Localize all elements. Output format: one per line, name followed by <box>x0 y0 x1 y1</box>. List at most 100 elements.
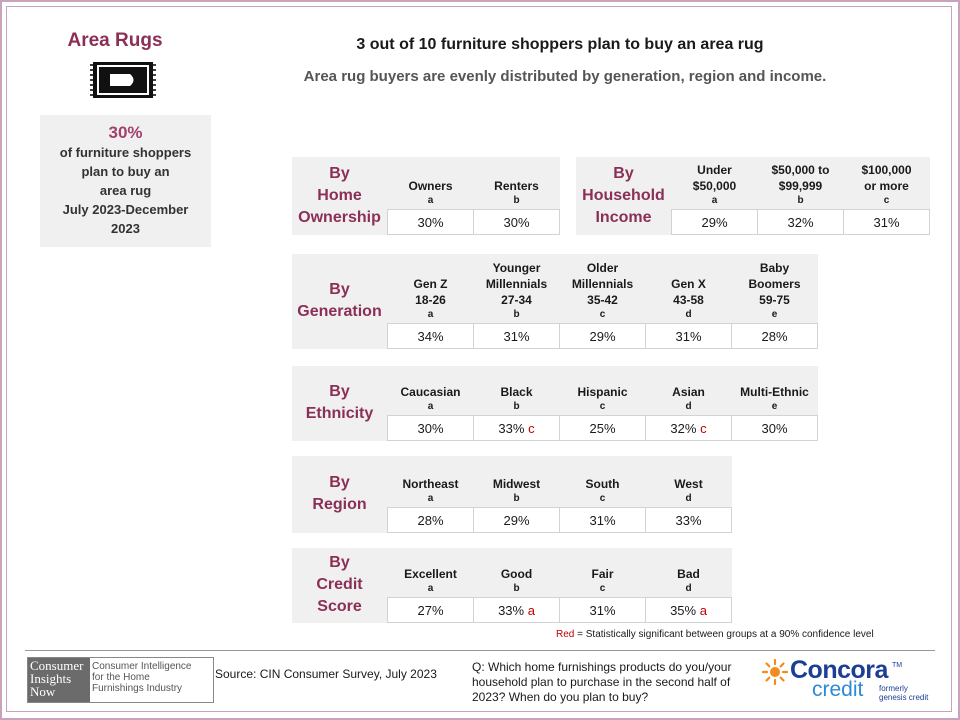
column-header-line: or more <box>864 179 909 193</box>
column-header-line: Renters <box>494 179 539 193</box>
tagline-line: Consumer Intelligence <box>92 661 192 672</box>
column-header-line: 27-34 <box>501 293 532 307</box>
column-header-line: 18-26 <box>415 293 446 307</box>
column-header-line: Good <box>500 567 533 581</box>
summary-line: area rug <box>99 183 152 198</box>
column-header: West d <box>645 456 732 508</box>
column-code: b <box>513 195 520 206</box>
segment-label-line: By <box>329 383 350 401</box>
value-text: 33% <box>498 602 525 618</box>
column-header: Gen Z 18-26 a <box>387 254 474 324</box>
home-ownership-table: By Home Ownership Owners a Renters b 30% 30% <box>292 157 560 235</box>
value-text: 31% <box>675 328 702 344</box>
column-header-line: Millennials <box>571 277 634 291</box>
column-header: Under $50,000 a <box>671 157 758 210</box>
cin-logo-mark: Consumer Insights Now <box>28 658 90 702</box>
column-code: d <box>685 401 692 412</box>
column-header-line: $50,000 <box>692 179 737 193</box>
segment-label: By Generation <box>292 254 388 349</box>
credit-wordmark: credit <box>812 678 864 701</box>
segment-label-line: Credit <box>316 576 363 594</box>
column-header: Gen X 43-58 d <box>645 254 732 324</box>
column-header-line: Black <box>500 385 533 399</box>
tagline-line: for the Home <box>92 672 150 683</box>
segment-label-line: Home <box>317 186 362 204</box>
column-header: Younger Millennials 27-34 b <box>473 254 560 324</box>
column-header-line: $50,000 to <box>771 163 830 177</box>
column-code: a <box>427 493 434 504</box>
column-header-line: Baby <box>759 261 790 275</box>
value-cell: 30% <box>387 209 474 235</box>
value-cell: 28% <box>731 323 818 349</box>
value-cell: 27% <box>387 597 474 623</box>
column-header-line: 35-42 <box>587 293 618 307</box>
inner-frame <box>6 6 952 712</box>
column-header-line: 59-75 <box>759 293 790 307</box>
value-text: 29% <box>503 512 530 528</box>
sun-icon <box>762 659 788 685</box>
column-header-line: Gen Z <box>413 277 448 291</box>
value-cell: 33% c <box>473 415 560 441</box>
value-cell: 29% <box>559 323 646 349</box>
trademark: TM <box>892 662 903 669</box>
column-code: d <box>685 493 692 504</box>
value-text: 25% <box>589 420 616 436</box>
survey-question: Q: Which home furnishings products do yo… <box>472 660 732 704</box>
value-cell: 33% a <box>473 597 560 623</box>
column-header-line: $99,999 <box>778 179 823 193</box>
segment-label-line: Household <box>582 186 665 204</box>
column-code: b <box>513 583 520 594</box>
value-text: 27% <box>417 602 444 618</box>
household-income-table: By Household Income Under $50,000 a $50,000 to… <box>576 157 930 235</box>
column-header-line: 43-58 <box>673 293 704 307</box>
summary-line: July 2023-December <box>62 202 189 217</box>
column-header-line: Bad <box>677 567 700 581</box>
column-header-line: Excellent <box>404 567 457 581</box>
cin-logo-tagline: Consumer Intelligence for the Home Furni… <box>92 661 212 694</box>
value-cell: 25% <box>559 415 646 441</box>
segment-label: By Credit Score <box>292 548 388 623</box>
significance-marker: a <box>696 602 707 618</box>
column-code: a <box>427 195 434 206</box>
headline: 3 out of 10 furniture shoppers plan to b… <box>356 36 764 53</box>
value-cell: 32% c <box>645 415 732 441</box>
column-header-line: Hispanic <box>577 385 628 399</box>
ethnicity-table: By Ethnicity Caucasian a Black b Hispanic c Asia… <box>292 366 818 441</box>
column-header: Renters b <box>473 157 560 210</box>
value-text: 30% <box>417 420 444 436</box>
column-header: Good b <box>473 548 560 598</box>
value-text: 31% <box>503 328 530 344</box>
area-rug-icon <box>90 62 156 98</box>
logo-word: Now <box>30 684 56 699</box>
value-text: 33% <box>675 512 702 528</box>
segment-label-line: By <box>329 554 350 572</box>
column-header-line: Gen X <box>671 277 706 291</box>
cin-logo: Consumer Insights Now Consumer Intellige… <box>27 657 214 703</box>
value-cell: 29% <box>671 209 758 235</box>
column-header: $100,000 or more c <box>843 157 930 210</box>
segment-label: By Ethnicity <box>292 366 388 441</box>
column-header: Owners a <box>387 157 474 210</box>
column-header: Asian d <box>645 366 732 416</box>
value-cell: 29% <box>473 507 560 533</box>
column-code: c <box>599 583 606 594</box>
column-header-line: Northeast <box>402 477 459 491</box>
value-text: 31% <box>873 214 900 230</box>
significance-marker: a <box>524 602 535 618</box>
significance-legend: Red = Statistically significant between … <box>556 629 874 640</box>
logo-word: Consumer <box>30 658 84 673</box>
column-code: c <box>883 195 890 206</box>
value-cell: 33% <box>645 507 732 533</box>
column-header: South c <box>559 456 646 508</box>
column-header: Black b <box>473 366 560 416</box>
summary-box: 30% of furniture shoppers plan to buy an… <box>40 115 211 247</box>
legend-text: = Statistically significant between grou… <box>574 629 874 640</box>
value-cell: 34% <box>387 323 474 349</box>
column-header-line: Under <box>697 163 732 177</box>
region-table: By Region Northeast a Midwest b South c West d 28%… <box>292 456 732 533</box>
summary-line: 2023 <box>111 221 140 236</box>
segment-label: By Region <box>292 456 388 533</box>
column-code: b <box>513 401 520 412</box>
column-code: a <box>427 309 434 320</box>
value-text: 33% <box>498 420 525 436</box>
